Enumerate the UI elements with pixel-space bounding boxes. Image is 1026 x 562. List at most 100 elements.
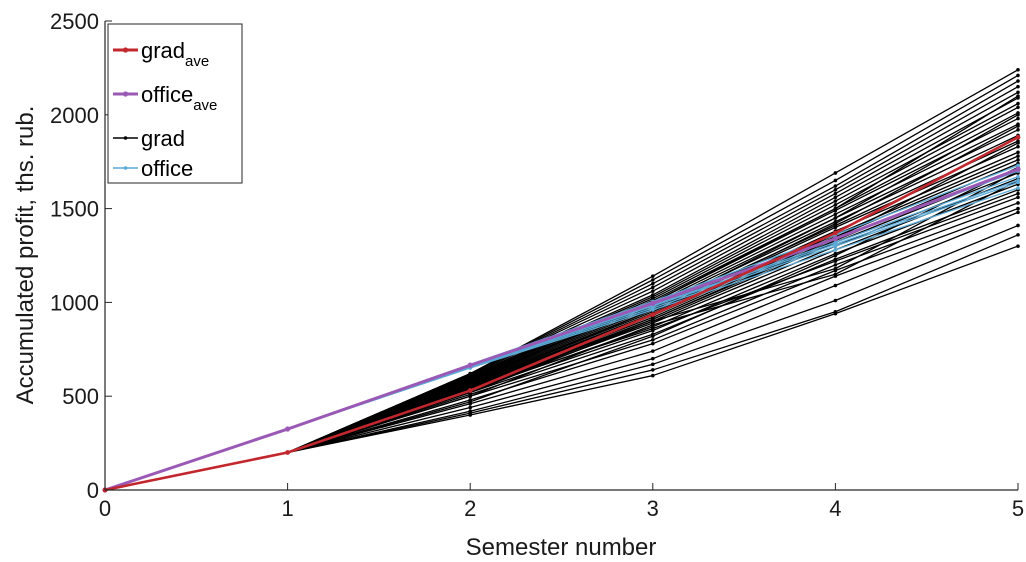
grad-run-point	[833, 206, 838, 211]
grad-run-point	[651, 349, 655, 353]
grad-run-point	[1016, 154, 1020, 158]
grad-run-point	[1016, 67, 1020, 72]
y-tick-label: 1000	[50, 290, 99, 315]
y-tick-label: 1500	[50, 197, 99, 222]
office-run-point	[1016, 186, 1020, 190]
grad-run-point	[468, 409, 473, 414]
grad-run-point	[1016, 195, 1020, 200]
x-tick-label: 2	[464, 496, 476, 521]
x-tick-label: 5	[1012, 496, 1024, 521]
grad-run-point	[651, 278, 655, 282]
x-axis-title: Semester number	[466, 534, 657, 561]
office-run-point	[1016, 163, 1020, 168]
grad-run-point	[833, 298, 838, 303]
grad-run-point	[833, 184, 838, 188]
grad-run-point	[833, 263, 838, 267]
office-ave-point	[650, 300, 656, 306]
y-tick-label: 2500	[50, 9, 99, 34]
y-tick-label: 0	[87, 478, 99, 503]
grad-run-point	[1016, 233, 1020, 237]
office-run-point	[833, 242, 838, 247]
legend-label-subscript: ave	[185, 53, 209, 70]
grad-run-point	[651, 373, 655, 378]
grad-run-point	[651, 326, 655, 331]
grad-run-point	[651, 368, 655, 372]
grad-run-point	[833, 171, 838, 175]
office-ave-point	[285, 426, 291, 432]
grad-run-point	[651, 293, 655, 297]
x-tick-label: 4	[829, 496, 841, 521]
grad-run-point	[651, 341, 655, 346]
grad-run-point	[651, 323, 655, 327]
grad-run-point	[468, 405, 473, 410]
office-run-point	[1016, 178, 1020, 183]
grad-run-point	[468, 400, 473, 404]
grad-run-point	[468, 394, 473, 399]
office-run-point	[1016, 174, 1020, 179]
legend-marker	[123, 166, 128, 170]
grad-run-point	[1016, 158, 1020, 162]
grad-run-point	[468, 379, 473, 383]
grad-run-point	[1016, 73, 1020, 78]
grad-run-point	[1016, 101, 1020, 106]
y-axis-title: Accumulated profit, ths. rub.	[12, 106, 39, 405]
legend-label-grad-ave: gradave	[141, 38, 209, 70]
office-run-point	[833, 248, 838, 252]
grad-ave-point	[467, 388, 473, 393]
grad-run-point	[1016, 90, 1020, 95]
grad-ave-point	[1015, 134, 1021, 140]
office-ave-point	[1015, 166, 1021, 172]
legend-label-main: grad	[141, 126, 185, 151]
legend-label-main: office	[141, 156, 193, 181]
grad-run-point	[833, 199, 838, 203]
grad-run-point	[833, 266, 838, 271]
grad-run-point	[833, 221, 838, 226]
grad-run-point	[1016, 128, 1020, 132]
office-ave-point	[832, 236, 839, 242]
grad-run-point	[651, 338, 655, 342]
y-ticks: 0 500 1000 1500 2000 2500	[50, 9, 112, 503]
grad-run-point	[833, 188, 838, 192]
y-tick-label: 500	[62, 384, 99, 409]
grad-run-point	[651, 334, 655, 338]
office-ave-line	[104, 167, 1019, 492]
y-tick-label: 2000	[50, 103, 99, 128]
x-tick-label: 0	[99, 496, 111, 521]
grad-run-point	[833, 212, 838, 217]
legend-label-office: office	[141, 156, 193, 181]
x-ticks: 0 1 2 3 4 5	[99, 483, 1024, 521]
grad-run-point	[651, 356, 655, 361]
legend-marker	[123, 136, 128, 140]
grad-run-point	[833, 253, 838, 258]
grad-run-point	[833, 195, 838, 200]
average-lines	[102, 134, 1021, 493]
grad-run-point	[1016, 116, 1020, 121]
grad-ave-point	[833, 230, 838, 236]
grad-run-point	[651, 281, 655, 286]
legend-label-grad: grad	[141, 126, 185, 151]
grad-run-point	[833, 283, 838, 288]
legend-label-main: grad	[141, 38, 185, 63]
legend-marker	[122, 47, 129, 53]
legend-label-subscript: ave	[193, 97, 217, 114]
grad-run-point	[833, 272, 838, 277]
grad-run-point	[833, 178, 838, 183]
grad-run-point	[833, 191, 838, 196]
x-tick-label: 1	[281, 496, 293, 521]
grad-ave-point	[285, 450, 290, 455]
legend-marker	[122, 91, 129, 97]
grad-run-point	[1016, 191, 1020, 196]
grad-run-point	[1016, 141, 1020, 145]
grad-run-point	[1016, 79, 1020, 83]
legend-label-main: office	[141, 82, 193, 107]
grad-run-point	[833, 216, 838, 220]
grad-run-point	[651, 274, 655, 278]
grad-run-point	[1016, 84, 1020, 89]
grad-run-point	[1016, 105, 1020, 110]
grad-run-point	[1016, 124, 1020, 128]
grad-run-point	[1016, 210, 1020, 215]
grad-run-point	[833, 203, 838, 207]
grad-run-point	[1016, 244, 1020, 248]
